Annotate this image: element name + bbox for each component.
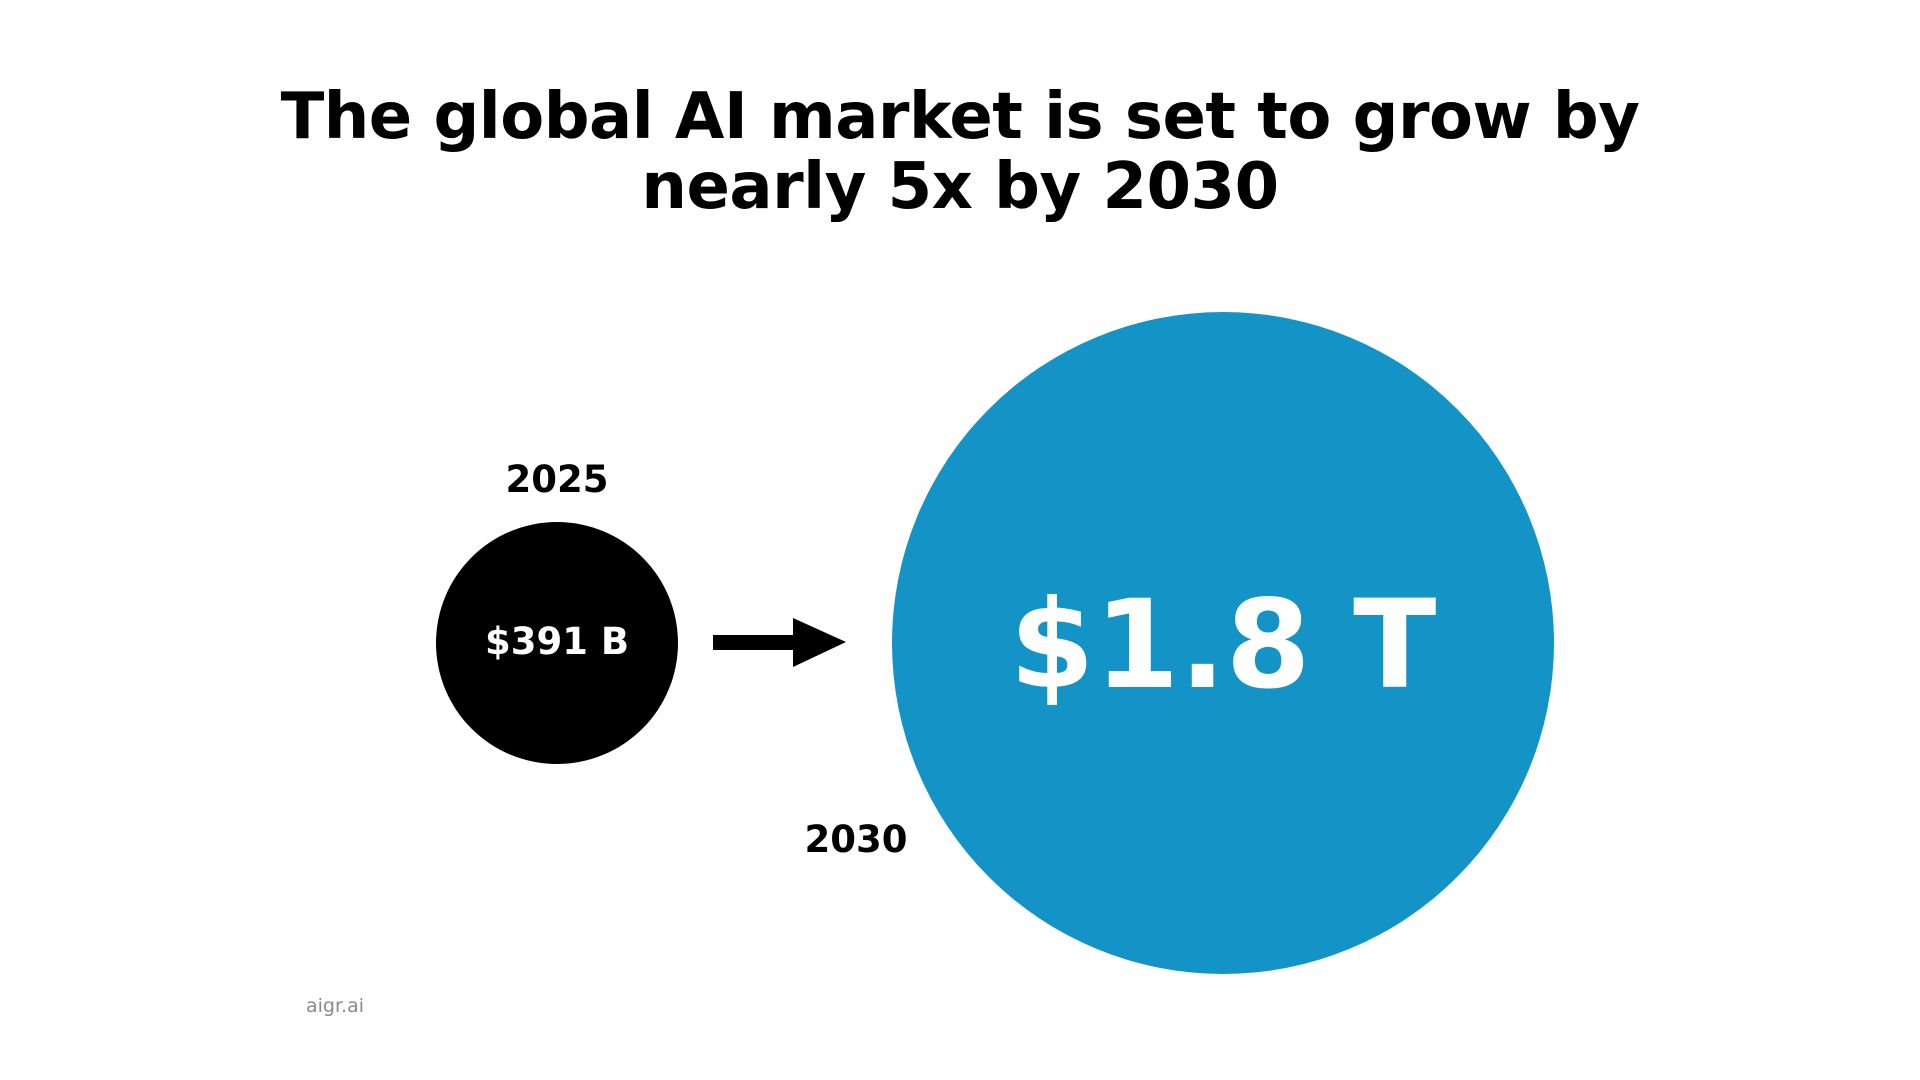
arrow-head	[793, 618, 846, 667]
watermark: aigr.ai	[306, 995, 365, 1017]
bubble-2025	[436, 522, 678, 764]
bubble-2025-year-label: 2025	[506, 458, 609, 501]
bubble-2030	[892, 312, 1554, 974]
arrow-shaft	[713, 635, 797, 650]
arrow-icon	[713, 618, 846, 667]
bubble-2025-value-label: $391 B	[485, 620, 629, 663]
chart-title: The global AI market is set to grow by n…	[0, 82, 1920, 222]
bubble-2030-value-label: $1.8 T	[1010, 574, 1437, 716]
chart-title-line-1: The global AI market is set to grow by	[280, 80, 1640, 154]
chart-title-line-2: nearly 5x by 2030	[641, 150, 1279, 224]
bubble-2030-year-label: 2030	[805, 818, 908, 861]
